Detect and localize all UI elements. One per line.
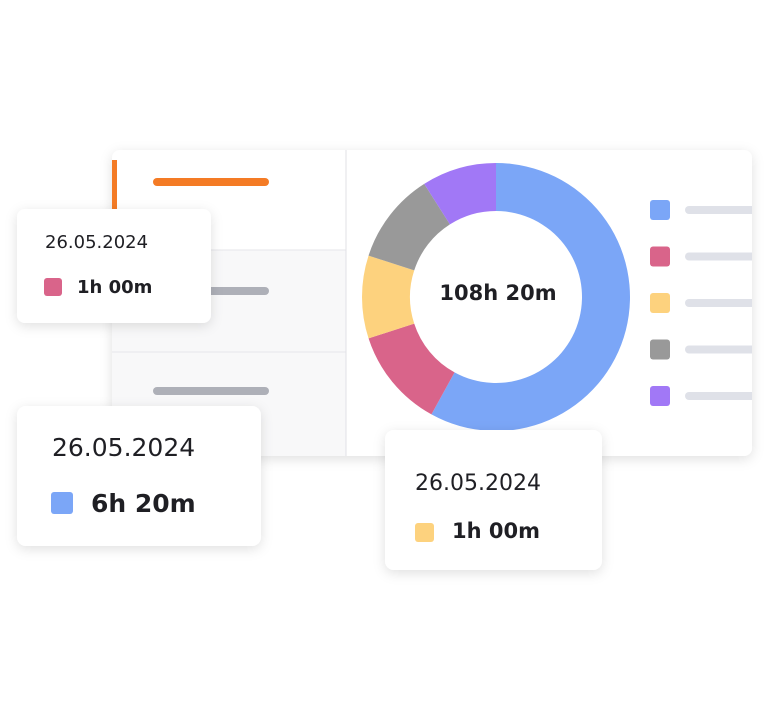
legend [650,200,752,406]
card-duration: 1h 00m [452,519,540,543]
donut-segment [368,183,450,271]
card-duration: 6h 20m [91,489,196,518]
donut-segment [424,163,496,225]
legend-placeholder [685,392,752,400]
legend-placeholder [685,345,752,354]
placeholder-bar [153,387,269,395]
donut-segment [362,255,415,339]
donut-center-label: 108h 20m [439,281,556,305]
legend-placeholder [685,206,752,214]
donut-segment [431,163,630,431]
donut-chart [362,163,630,431]
card-bg [17,209,211,323]
tooltip-card: 26.05.2024 6h 20m [17,406,261,546]
card-date: 26.05.2024 [45,232,148,253]
card-swatch [51,492,73,514]
card-date: 26.05.2024 [52,433,195,462]
legend-placeholder [685,252,752,261]
legend-swatch [650,200,670,220]
legend-swatch [650,386,670,406]
card-swatch [415,523,434,542]
card-duration: 1h 00m [77,277,152,298]
legend-swatch [650,246,670,267]
placeholder-bar [153,178,269,186]
tooltip-card: 26.05.2024 1h 00m [17,209,211,323]
dashboard-panel: 108h 20m [112,150,752,456]
donut-segment [368,323,455,415]
card-swatch [44,278,62,296]
legend-swatch [650,293,670,313]
active-accent [112,160,117,212]
legend-placeholder [685,299,752,307]
card-bg [17,406,261,546]
card-date: 26.05.2024 [415,471,541,496]
tooltip-card: 26.05.2024 1h 00m [385,430,602,570]
card-bg [385,430,602,570]
legend-swatch [650,339,670,360]
